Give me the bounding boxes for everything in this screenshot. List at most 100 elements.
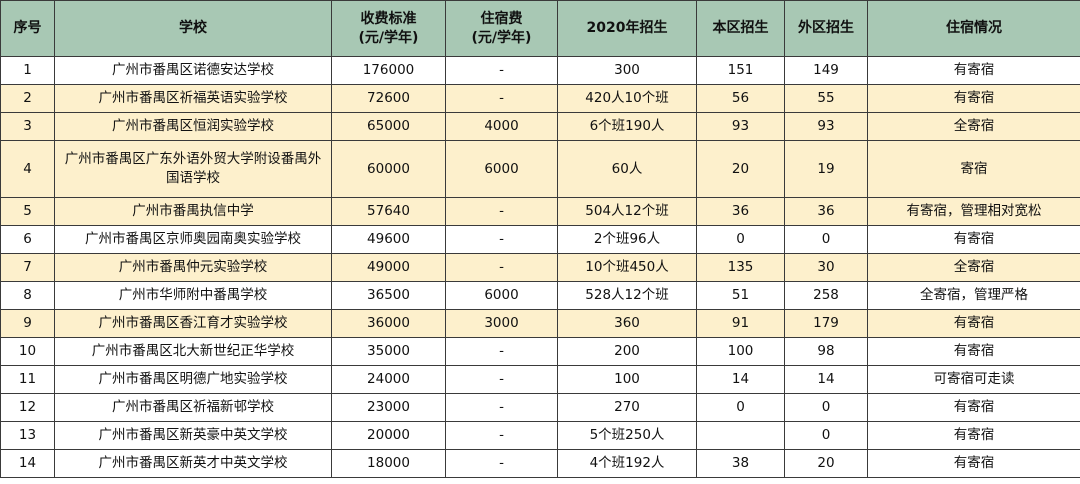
cell-school: 广州市番禺区新英才中英文学校: [54, 449, 332, 478]
table-row: 10 广州市番禺区北大新世纪正华学校 35000 - 200 100 98 有寄…: [0, 337, 1080, 366]
cell-external: 149: [784, 56, 868, 85]
cell-enroll: 100: [557, 365, 697, 394]
cell-seq: 11: [0, 365, 55, 394]
cell-board: -: [445, 421, 558, 450]
cell-fee: 72600: [331, 84, 446, 113]
cell-fee: 18000: [331, 449, 446, 478]
cell-seq: 1: [0, 56, 55, 85]
cell-dorm: 全寄宿，管理严格: [867, 281, 1080, 310]
cell-seq: 6: [0, 225, 55, 254]
header-fee-line2: (元/学年): [358, 29, 419, 46]
header-board-line1: 住宿费: [480, 10, 523, 27]
table-row: 2 广州市番禺区祈福英语实验学校 72600 - 420人10个班 56 55 …: [0, 84, 1080, 113]
cell-local: 151: [696, 56, 785, 85]
cell-fee: 49600: [331, 225, 446, 254]
cell-local: 100: [696, 337, 785, 366]
cell-fee: 23000: [331, 393, 446, 422]
cell-local: 56: [696, 84, 785, 113]
cell-fee: 176000: [331, 56, 446, 85]
cell-fee: 49000: [331, 253, 446, 282]
cell-fee: 35000: [331, 337, 446, 366]
cell-seq: 7: [0, 253, 55, 282]
cell-board: -: [445, 197, 558, 226]
table-row: 12 广州市番禺区祈福新邨学校 23000 - 270 0 0 有寄宿: [0, 393, 1080, 422]
cell-board: -: [445, 393, 558, 422]
cell-enroll: 270: [557, 393, 697, 422]
cell-fee: 20000: [331, 421, 446, 450]
cell-school: 广州市番禺区祈福新邨学校: [54, 393, 332, 422]
cell-external: 30: [784, 253, 868, 282]
cell-seq: 5: [0, 197, 55, 226]
header-enroll: 2020年招生: [557, 0, 697, 57]
table-row: 11 广州市番禺区明德广地实验学校 24000 - 100 14 14 可寄宿可…: [0, 365, 1080, 394]
cell-seq: 12: [0, 393, 55, 422]
cell-local: 38: [696, 449, 785, 478]
cell-board: -: [445, 365, 558, 394]
cell-school: 广州市番禺仲元实验学校: [54, 253, 332, 282]
cell-external: 19: [784, 140, 868, 198]
cell-dorm: 有寄宿: [867, 84, 1080, 113]
cell-local: [696, 421, 785, 450]
cell-school: 广州市番禺区新英豪中英文学校: [54, 421, 332, 450]
cell-seq: 14: [0, 449, 55, 478]
cell-local: 93: [696, 112, 785, 141]
cell-local: 14: [696, 365, 785, 394]
cell-board: 6000: [445, 140, 558, 198]
cell-school: 广州市番禺区恒润实验学校: [54, 112, 332, 141]
header-dorm: 住宿情况: [867, 0, 1080, 57]
cell-dorm: 有寄宿: [867, 421, 1080, 450]
cell-external: 93: [784, 112, 868, 141]
table-row: 8 广州市华师附中番禺学校 36500 6000 528人12个班 51 258…: [0, 281, 1080, 310]
cell-board: -: [445, 84, 558, 113]
cell-dorm: 有寄宿: [867, 449, 1080, 478]
cell-school: 广州市番禺区诺德安达学校: [54, 56, 332, 85]
cell-fee: 24000: [331, 365, 446, 394]
table-row: 9 广州市番禺区香江育才实验学校 36000 3000 360 91 179 有…: [0, 309, 1080, 338]
cell-local: 0: [696, 225, 785, 254]
cell-school: 广州市番禺区明德广地实验学校: [54, 365, 332, 394]
cell-dorm: 可寄宿可走读: [867, 365, 1080, 394]
cell-local: 0: [696, 393, 785, 422]
cell-school: 广州市华师附中番禺学校: [54, 281, 332, 310]
cell-enroll: 300: [557, 56, 697, 85]
cell-dorm: 全寄宿: [867, 112, 1080, 141]
cell-seq: 8: [0, 281, 55, 310]
cell-enroll: 10个班450人: [557, 253, 697, 282]
cell-dorm: 有寄宿: [867, 337, 1080, 366]
cell-dorm: 寄宿: [867, 140, 1080, 198]
cell-local: 135: [696, 253, 785, 282]
cell-enroll: 6个班190人: [557, 112, 697, 141]
cell-local: 20: [696, 140, 785, 198]
header-seq: 序号: [0, 0, 55, 57]
cell-external: 0: [784, 393, 868, 422]
cell-enroll: 200: [557, 337, 697, 366]
cell-external: 14: [784, 365, 868, 394]
header-local: 本区招生: [696, 0, 785, 57]
table-row: 1 广州市番禺区诺德安达学校 176000 - 300 151 149 有寄宿: [0, 56, 1080, 85]
header-row: 序号 学校 收费标准 (元/学年) 住宿费 (元/学年) 2020年招生 本区招…: [0, 0, 1080, 57]
cell-seq: 10: [0, 337, 55, 366]
header-school: 学校: [54, 0, 332, 57]
cell-dorm: 有寄宿: [867, 225, 1080, 254]
cell-enroll: 5个班250人: [557, 421, 697, 450]
cell-enroll: 504人12个班: [557, 197, 697, 226]
cell-seq: 13: [0, 421, 55, 450]
cell-board: -: [445, 56, 558, 85]
header-board: 住宿费 (元/学年): [445, 0, 558, 57]
cell-external: 98: [784, 337, 868, 366]
cell-enroll: 60人: [557, 140, 697, 198]
table-row: 5 广州市番禺执信中学 57640 - 504人12个班 36 36 有寄宿，管…: [0, 197, 1080, 226]
cell-school: 广州市番禺区广东外语外贸大学附设番禺外国语学校: [54, 140, 332, 198]
cell-board: 6000: [445, 281, 558, 310]
cell-local: 51: [696, 281, 785, 310]
cell-external: 36: [784, 197, 868, 226]
table-row: 7 广州市番禺仲元实验学校 49000 - 10个班450人 135 30 全寄…: [0, 253, 1080, 282]
cell-fee: 65000: [331, 112, 446, 141]
cell-board: 4000: [445, 112, 558, 141]
cell-local: 91: [696, 309, 785, 338]
cell-external: 258: [784, 281, 868, 310]
table-row: 6 广州市番禺区京师奥园南奥实验学校 49600 - 2个班96人 0 0 有寄…: [0, 225, 1080, 254]
cell-enroll: 2个班96人: [557, 225, 697, 254]
cell-seq: 9: [0, 309, 55, 338]
